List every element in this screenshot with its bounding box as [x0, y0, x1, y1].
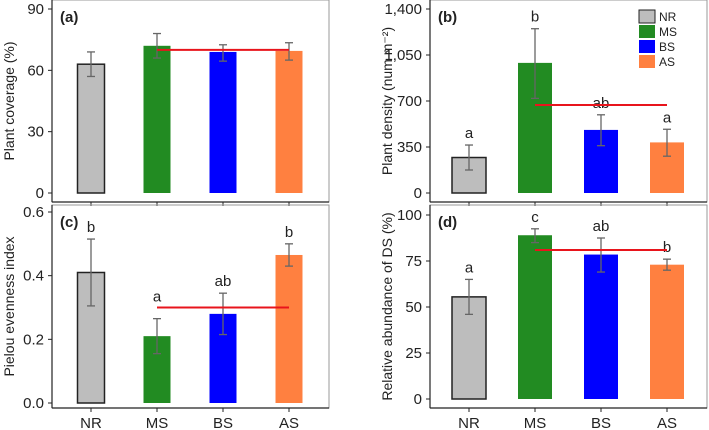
x-tick-label: AS [279, 415, 299, 430]
legend-swatch-bs [639, 40, 655, 53]
y-tick-label: 0.6 [23, 204, 44, 221]
significance-letter: ab [593, 218, 610, 235]
y-tick-label: 0 [36, 185, 44, 202]
legend-swatch-as [639, 55, 655, 68]
y-tick-label: 25 [405, 345, 422, 362]
y-axis-label: Relative abundance of DS (%) [379, 212, 395, 400]
panel-b: 0 350 700 1,050 1,400 Plant density (num m⁻²)… [379, 0, 708, 206]
significance-letter: ab [215, 273, 232, 290]
y-tick-label: 50 [405, 299, 422, 316]
panel-label: (d) [438, 214, 457, 231]
significance-letter: c [531, 209, 539, 226]
panel-label: (a) [60, 9, 78, 26]
y-tick-label: 700 [397, 93, 422, 110]
y-tick-label: 60 [27, 62, 44, 79]
bar-as [275, 50, 303, 194]
legend-label: MS [659, 25, 677, 39]
y-tick-label: 350 [397, 139, 422, 156]
panel-label: (b) [438, 9, 457, 26]
bar-as [650, 264, 684, 399]
y-tick-label: 0.4 [23, 268, 44, 285]
panel-a: 0 30 60 90 Plant coverage (%) (a) [1, 0, 330, 206]
y-tick-label: 1,050 [384, 47, 422, 64]
x-tick-label: BS [591, 415, 611, 430]
y-tick-label: 0.0 [23, 395, 44, 412]
y-axis-label: Pielou evenness index [1, 236, 17, 376]
legend-label: NR [659, 10, 677, 24]
bar-as [275, 254, 303, 403]
legend-label: BS [659, 40, 675, 54]
bar-bs [584, 254, 618, 399]
y-tick-label: 0 [414, 185, 422, 202]
y-tick-label: 100 [397, 207, 422, 224]
bar-bs [209, 51, 237, 193]
significance-letter: a [153, 289, 162, 306]
y-tick-label: 0 [414, 391, 422, 408]
significance-letter: ab [593, 95, 610, 112]
x-tick-label: NR [80, 415, 102, 430]
significance-letter: a [465, 259, 474, 276]
significance-letter: b [87, 219, 95, 236]
y-axis-label: Plant density (num m⁻²) [379, 27, 395, 175]
panel-label: (c) [60, 214, 78, 231]
panel-c: 0.0 0.2 0.4 0.6 Pielou evenness index (c) b NR a… [1, 204, 330, 430]
x-tick-label: MS [146, 415, 169, 430]
bar-ms [518, 235, 552, 399]
legend-swatch-nr [638, 9, 656, 24]
y-tick-label: 75 [405, 253, 422, 270]
x-tick-label: MS [524, 415, 547, 430]
significance-letter: b [285, 224, 293, 241]
y-tick-label: 0.2 [23, 331, 44, 348]
significance-letter: b [531, 9, 539, 26]
x-tick-label: AS [657, 415, 677, 430]
significance-letter: a [465, 125, 474, 142]
x-tick-label: NR [458, 415, 480, 430]
legend-swatch-ms [639, 25, 655, 38]
y-axis-label: Plant coverage (%) [1, 41, 17, 160]
y-tick-label: 1,400 [384, 1, 422, 18]
legend-label: AS [659, 55, 675, 69]
y-tick-label: 30 [27, 124, 44, 141]
bar-nr [76, 63, 106, 194]
bar-ms [143, 45, 171, 193]
bar-nr [451, 156, 487, 194]
significance-letter: b [663, 239, 671, 256]
y-tick-label: 90 [27, 1, 44, 18]
x-tick-label: BS [213, 415, 233, 430]
significance-letter: a [663, 109, 672, 126]
